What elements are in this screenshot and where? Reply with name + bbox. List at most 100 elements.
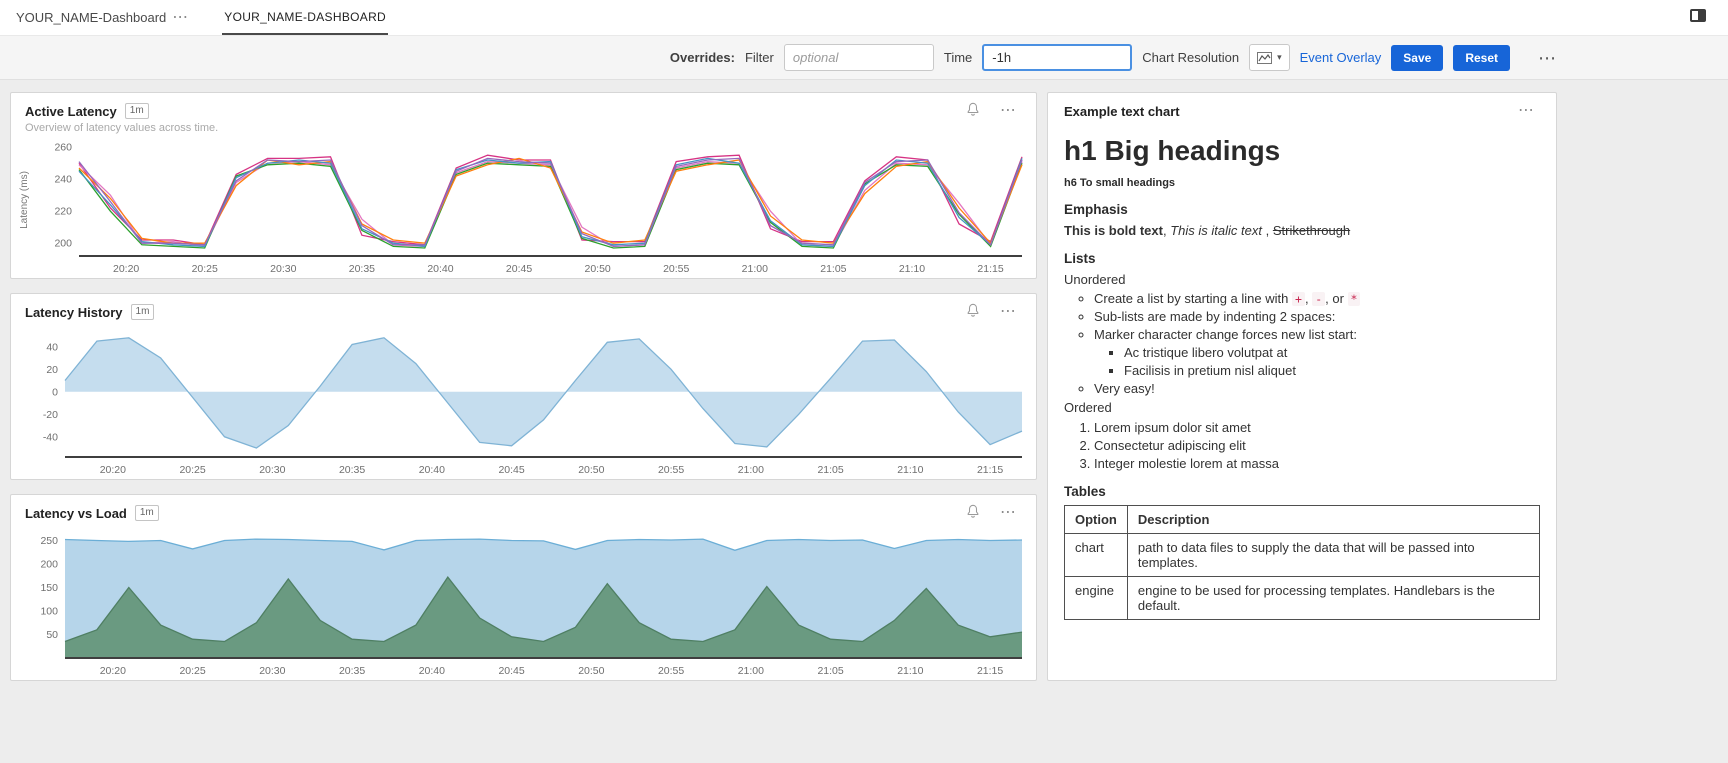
list-item: Sub-lists are made by indenting 2 spaces… — [1094, 309, 1540, 324]
list-item: Marker character change forces new list … — [1094, 327, 1540, 378]
svg-text:20:25: 20:25 — [179, 464, 205, 476]
svg-text:20:40: 20:40 — [427, 263, 453, 275]
unordered-list: Create a list by starting a line with +,… — [1064, 291, 1540, 396]
chart-subtitle: Overview of latency values across time. — [25, 122, 1022, 134]
italic-sample: This is italic text — [1170, 223, 1262, 238]
active-latency-card: Active Latency 1m ⋯ Overview of latency … — [10, 92, 1037, 279]
latency-vs-load-chart[interactable]: 5010015020025020:2020:2520:3020:3520:402… — [15, 524, 1028, 683]
svg-text:240: 240 — [54, 174, 72, 186]
chart-menu-button[interactable]: ⋯ — [1512, 103, 1540, 119]
table-cell: path to data files to supply the data th… — [1127, 534, 1539, 577]
svg-text:20:45: 20:45 — [498, 464, 524, 476]
svg-text:200: 200 — [54, 238, 72, 250]
ordered-label: Ordered — [1064, 400, 1540, 415]
table-header-cell: Description — [1127, 506, 1539, 534]
svg-text:21:00: 21:00 — [742, 263, 768, 275]
svg-text:20:55: 20:55 — [663, 263, 689, 275]
strikethrough-sample: Strikethrough — [1273, 223, 1350, 238]
svg-text:21:00: 21:00 — [738, 464, 764, 476]
svg-text:20:30: 20:30 — [270, 263, 296, 275]
active-latency-chart[interactable]: 20022024026020:2020:2520:3020:3520:4020:… — [15, 136, 1028, 281]
window-header: YOUR_NAME-Dashboard ⋯ YOUR_NAME-DASHBOAR… — [0, 0, 1728, 36]
save-button[interactable]: Save — [1391, 45, 1443, 71]
ellipsis-icon: ⋯ — [1518, 102, 1534, 119]
table-row: engine engine to be used for processing … — [1065, 577, 1540, 620]
list-item: Very easy! — [1094, 381, 1540, 396]
charts-column: Active Latency 1m ⋯ Overview of latency … — [10, 92, 1037, 681]
ellipsis-icon: ⋯ — [1000, 102, 1016, 119]
latency-history-card: Latency History 1m ⋯ -40-200204020:2020:… — [10, 293, 1037, 480]
time-input[interactable] — [982, 44, 1132, 71]
table-row: chart path to data files to supply the d… — [1065, 534, 1540, 577]
list-item: Facilisis in pretium nisl aliquet — [1124, 363, 1540, 378]
svg-text:21:00: 21:00 — [738, 665, 764, 677]
dashboard-group-name: YOUR_NAME-Dashboard — [16, 10, 166, 25]
chart-menu-button[interactable]: ⋯ — [994, 103, 1022, 119]
svg-text:200: 200 — [40, 558, 58, 570]
code-star: * — [1348, 292, 1361, 306]
latency-history-chart[interactable]: -40-200204020:2020:2520:3020:3520:4020:4… — [15, 323, 1028, 482]
chart-title: Example text chart — [1064, 104, 1180, 119]
dashboard-menu-button[interactable]: ⋯ — [166, 10, 194, 26]
unordered-label: Unordered — [1064, 272, 1540, 287]
nested-list: Ac tristique libero volutpat at Facilisi… — [1094, 345, 1540, 378]
dashboard-grid: Active Latency 1m ⋯ Overview of latency … — [0, 80, 1728, 681]
svg-text:20:45: 20:45 — [506, 263, 532, 275]
emphasis-heading: Emphasis — [1064, 202, 1540, 217]
svg-text:20:40: 20:40 — [419, 665, 445, 677]
table-header-cell: Option — [1065, 506, 1128, 534]
svg-text:0: 0 — [52, 386, 58, 398]
event-overlay-link[interactable]: Event Overlay — [1300, 50, 1382, 65]
list-item: Lorem ipsum dolor sit amet — [1094, 420, 1540, 435]
md-h1: h1 Big headings — [1064, 135, 1540, 167]
svg-text:20:35: 20:35 — [339, 464, 365, 476]
svg-text:20:50: 20:50 — [578, 665, 604, 677]
filter-input[interactable] — [784, 44, 934, 71]
reset-button[interactable]: Reset — [1453, 45, 1510, 71]
code-minus: - — [1312, 292, 1325, 306]
ordered-list: Lorem ipsum dolor sit amet Consectetur a… — [1064, 420, 1540, 471]
chevron-down-icon: ▾ — [1277, 52, 1282, 63]
svg-text:20:30: 20:30 — [259, 665, 285, 677]
svg-text:20:25: 20:25 — [179, 665, 205, 677]
svg-text:20:25: 20:25 — [192, 263, 218, 275]
svg-text:20:20: 20:20 — [100, 665, 126, 677]
chart-resolution-dropdown[interactable]: ▾ — [1249, 44, 1290, 71]
bell-icon — [966, 102, 980, 116]
svg-text:20: 20 — [46, 364, 58, 376]
table-cell: engine — [1065, 577, 1128, 620]
svg-text:-40: -40 — [43, 431, 58, 443]
app-root: YOUR_NAME-Dashboard ⋯ YOUR_NAME-DASHBOAR… — [0, 0, 1728, 681]
svg-text:20:45: 20:45 — [498, 665, 524, 677]
svg-text:20:35: 20:35 — [349, 263, 375, 275]
alert-bell-button[interactable] — [960, 303, 986, 321]
svg-text:100: 100 — [40, 605, 58, 617]
svg-text:20:50: 20:50 — [585, 263, 611, 275]
svg-text:20:20: 20:20 — [113, 263, 139, 275]
overrides-toolbar: Overrides: Filter Time Chart Resolution … — [0, 36, 1728, 80]
panel-toggle-button[interactable] — [1684, 9, 1712, 26]
chart-menu-button[interactable]: ⋯ — [994, 505, 1022, 521]
list-item: Integer molestie lorem at massa — [1094, 456, 1540, 471]
svg-text:50: 50 — [46, 629, 58, 641]
svg-text:21:10: 21:10 — [897, 464, 923, 476]
resolution-badge: 1m — [131, 304, 155, 320]
chart-menu-button[interactable]: ⋯ — [994, 304, 1022, 320]
alert-bell-button[interactable] — [960, 504, 986, 522]
svg-text:21:15: 21:15 — [977, 665, 1003, 677]
ellipsis-icon: ⋯ — [172, 9, 188, 26]
markdown-body: h1 Big headings h6 To small headings Emp… — [1064, 135, 1540, 620]
filter-label: Filter — [745, 50, 774, 65]
tab-dashboard[interactable]: YOUR_NAME-DASHBOARD — [222, 0, 388, 35]
svg-text:21:15: 21:15 — [977, 464, 1003, 476]
svg-text:Latency (ms): Latency (ms) — [19, 171, 30, 229]
svg-text:20:55: 20:55 — [658, 464, 684, 476]
alert-bell-button[interactable] — [960, 102, 986, 120]
svg-text:20:50: 20:50 — [578, 464, 604, 476]
chart-title: Latency History — [25, 305, 123, 320]
md-h6: h6 To small headings — [1064, 177, 1540, 189]
toolbar-menu-button[interactable]: ⋯ — [1532, 49, 1562, 67]
svg-text:21:10: 21:10 — [897, 665, 923, 677]
svg-text:260: 260 — [54, 142, 72, 154]
list-item: Ac tristique libero volutpat at — [1124, 345, 1540, 360]
